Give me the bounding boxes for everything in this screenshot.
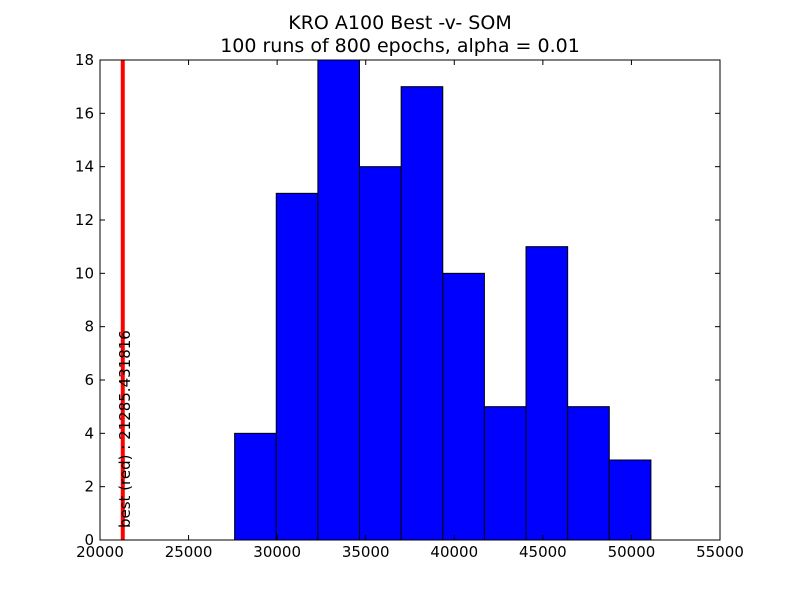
y-tick-label: 18 — [75, 51, 94, 69]
x-tick-label: 30000 — [253, 543, 301, 561]
chart-subtitle: 100 runs of 800 epochs, alpha = 0.01 — [220, 35, 580, 57]
histogram-bar — [442, 272, 485, 541]
x-tick-label: 20000 — [76, 543, 124, 561]
x-tick-label: 40000 — [430, 543, 478, 561]
y-tick-label: 0 — [84, 531, 94, 549]
y-tick-label: 14 — [75, 158, 94, 176]
histogram-bar — [567, 406, 610, 541]
histogram-bar — [317, 59, 361, 541]
histogram-bar — [525, 246, 569, 541]
x-tick-label: 25000 — [165, 543, 213, 561]
histogram-bar — [608, 459, 652, 541]
y-tick-label: 2 — [84, 478, 94, 496]
y-tick-label: 10 — [75, 264, 94, 282]
y-tick-label: 12 — [75, 211, 94, 229]
chart-title: KRO A100 Best -v- SOM — [288, 12, 512, 34]
histogram-bar — [234, 432, 277, 541]
plot-frame — [99, 59, 721, 541]
x-tick-label: 45000 — [519, 543, 567, 561]
histogram-bar — [400, 86, 444, 541]
histogram-bar — [483, 406, 527, 541]
y-tick-label: 6 — [84, 371, 94, 389]
histogram-bar — [275, 192, 319, 541]
x-tick-label: 55000 — [696, 543, 744, 561]
histogram-bar — [359, 166, 402, 541]
tick-labels-layer: 20000 25000 30000 35000 40000 45000 50000 55000… — [75, 51, 744, 561]
x-tick-label: 50000 — [608, 543, 656, 561]
y-tick-label: 8 — [84, 318, 94, 336]
y-tick-label: 16 — [75, 104, 94, 122]
reference-line-label: best (red) : 21285.431816 — [116, 330, 134, 528]
bars-layer — [234, 59, 652, 541]
ticks-layer — [99, 59, 721, 541]
y-tick-label: 4 — [84, 424, 94, 442]
x-tick-label: 35000 — [342, 543, 390, 561]
